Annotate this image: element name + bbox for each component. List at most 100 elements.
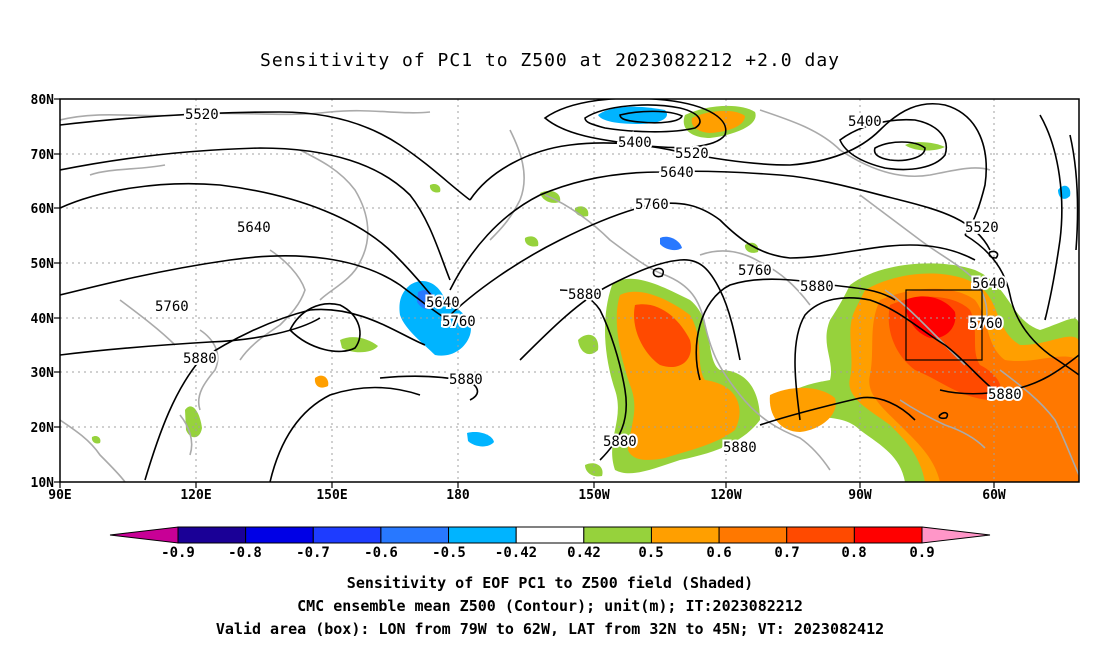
contour-label: 5760 [155,299,189,315]
contour-line [269,386,421,482]
shade-negative-region-d [467,432,494,447]
contour-label: 5880 [988,387,1022,403]
contour-label: 5520 [185,107,219,123]
lon-label: 150W [578,488,609,503]
contour-label: 5760 [635,197,669,213]
contour-line [938,411,949,420]
caption-line-3: Valid area (box): LON from 79W to 62W, L… [215,620,885,638]
contour-label: 5880 [568,287,602,303]
contour-line [60,182,441,306]
shade-positive-region-a-core [634,304,691,368]
lon-label: 150E [316,488,347,503]
lat-label: 10N [31,476,55,491]
contour-line [60,147,451,281]
colorbar-label: 0.7 [774,545,799,561]
lon-label: 120E [180,488,211,503]
colorbar-boxes [177,526,923,544]
colorbar-box [380,526,450,544]
contour-label: 5880 [800,279,834,295]
contour-line [543,99,727,149]
contour-line [873,141,926,162]
lon-label: 120W [710,488,741,503]
colorbar-box [853,526,923,544]
contour-line [794,297,1001,421]
lat-label: 70N [31,148,55,163]
colorbar-label: -0.7 [296,545,330,561]
shade-small-patch [91,435,101,444]
contour-labels: 5520 5400 5520 5400 5640 5760 5640 5760 … [153,105,1024,458]
contour-line [1039,114,1063,321]
contour-label: 5640 [237,220,271,236]
lon-label: 90E [48,488,71,503]
contour-label: 5520 [965,220,999,236]
latitude-labels: 80N 70N 60N 50N 40N 30N 20N 10N [31,93,55,491]
shade-negative-region-a-inner [417,290,438,310]
shade-small-patch [429,183,441,193]
contour-line [964,234,1079,376]
colorbar-label: -0.6 [364,545,398,561]
colorbar-label: -0.42 [495,545,537,561]
contour-label: 5880 [183,351,217,367]
contour-line [988,250,999,259]
lat-label: 20N [31,421,55,436]
caption-line-1: Sensitivity of EOF PC1 to Z500 field (Sh… [346,574,754,592]
shade-small-patch [585,463,603,477]
shade-positive-region-b-peak [905,296,956,339]
lat-label: 30N [31,366,55,381]
colorbar-labels: -0.9 -0.8 -0.7 -0.6 -0.5 -0.42 0.42 0.5 … [161,545,935,561]
colorbar-label: 0.42 [567,545,601,561]
colorbar-label: 0.8 [841,545,866,561]
shade-small-patch [340,337,378,353]
lat-label: 80N [31,93,55,108]
colorbar-box [177,526,247,544]
longitude-labels: 90E 120E 150E 180 150W 120W 90W 60W [48,488,1006,503]
contour-line [695,278,896,381]
contour-label: 5760 [969,316,1003,332]
contour-label: 5520 [675,146,709,162]
contour-line [759,396,916,426]
shade-small-patch [314,375,329,388]
graticule [60,99,1079,482]
contour-label: 5640 [972,276,1006,292]
colorbar-label: 0.5 [638,545,663,561]
contour-line [60,317,321,356]
colorbar-box [245,526,314,544]
tick-marks [54,98,995,488]
contour-line [619,110,683,124]
contour-line [379,375,479,401]
colorbar-label: -0.8 [228,545,262,561]
contour-line [1069,134,1079,251]
contour-line [144,308,426,481]
contour-line [289,303,361,353]
shade-negative-region-c [660,236,682,251]
colorbar-box [718,526,788,544]
contour-label: 5880 [449,372,483,388]
contour-label: 5400 [618,135,652,151]
colorbar-label: 0.6 [706,545,731,561]
colorbar-box [515,526,585,544]
contour-line [519,259,741,361]
contour-line [60,255,446,319]
colorbar: -0.9 -0.8 -0.7 -0.6 -0.5 -0.42 0.42 0.5 … [109,526,991,561]
contour-label: 5760 [442,314,476,330]
contour-line [839,118,947,171]
map-panel: 5520 5400 5520 5400 5640 5760 5640 5760 … [59,98,1080,483]
z500-contours [60,99,1079,482]
colorbar-box [650,526,720,544]
colorbar-box [786,526,855,544]
contour-line [939,354,1079,395]
valid-area-box [905,289,983,361]
contour-line [559,289,628,461]
lat-label: 60N [31,202,55,217]
colorbar-label: -0.5 [432,545,466,561]
colorbar-high-end [921,526,991,544]
shade-positive-region-d-inner [691,110,745,133]
lon-label: 180 [446,488,470,503]
colorbar-box [312,526,382,544]
contour-label: 5640 [660,165,694,181]
colorbar-label: -0.9 [161,545,195,561]
colorbar-label: 0.9 [909,545,934,561]
contour-line [60,111,471,201]
map-frame [59,98,1080,483]
lon-label: 90W [848,488,872,503]
